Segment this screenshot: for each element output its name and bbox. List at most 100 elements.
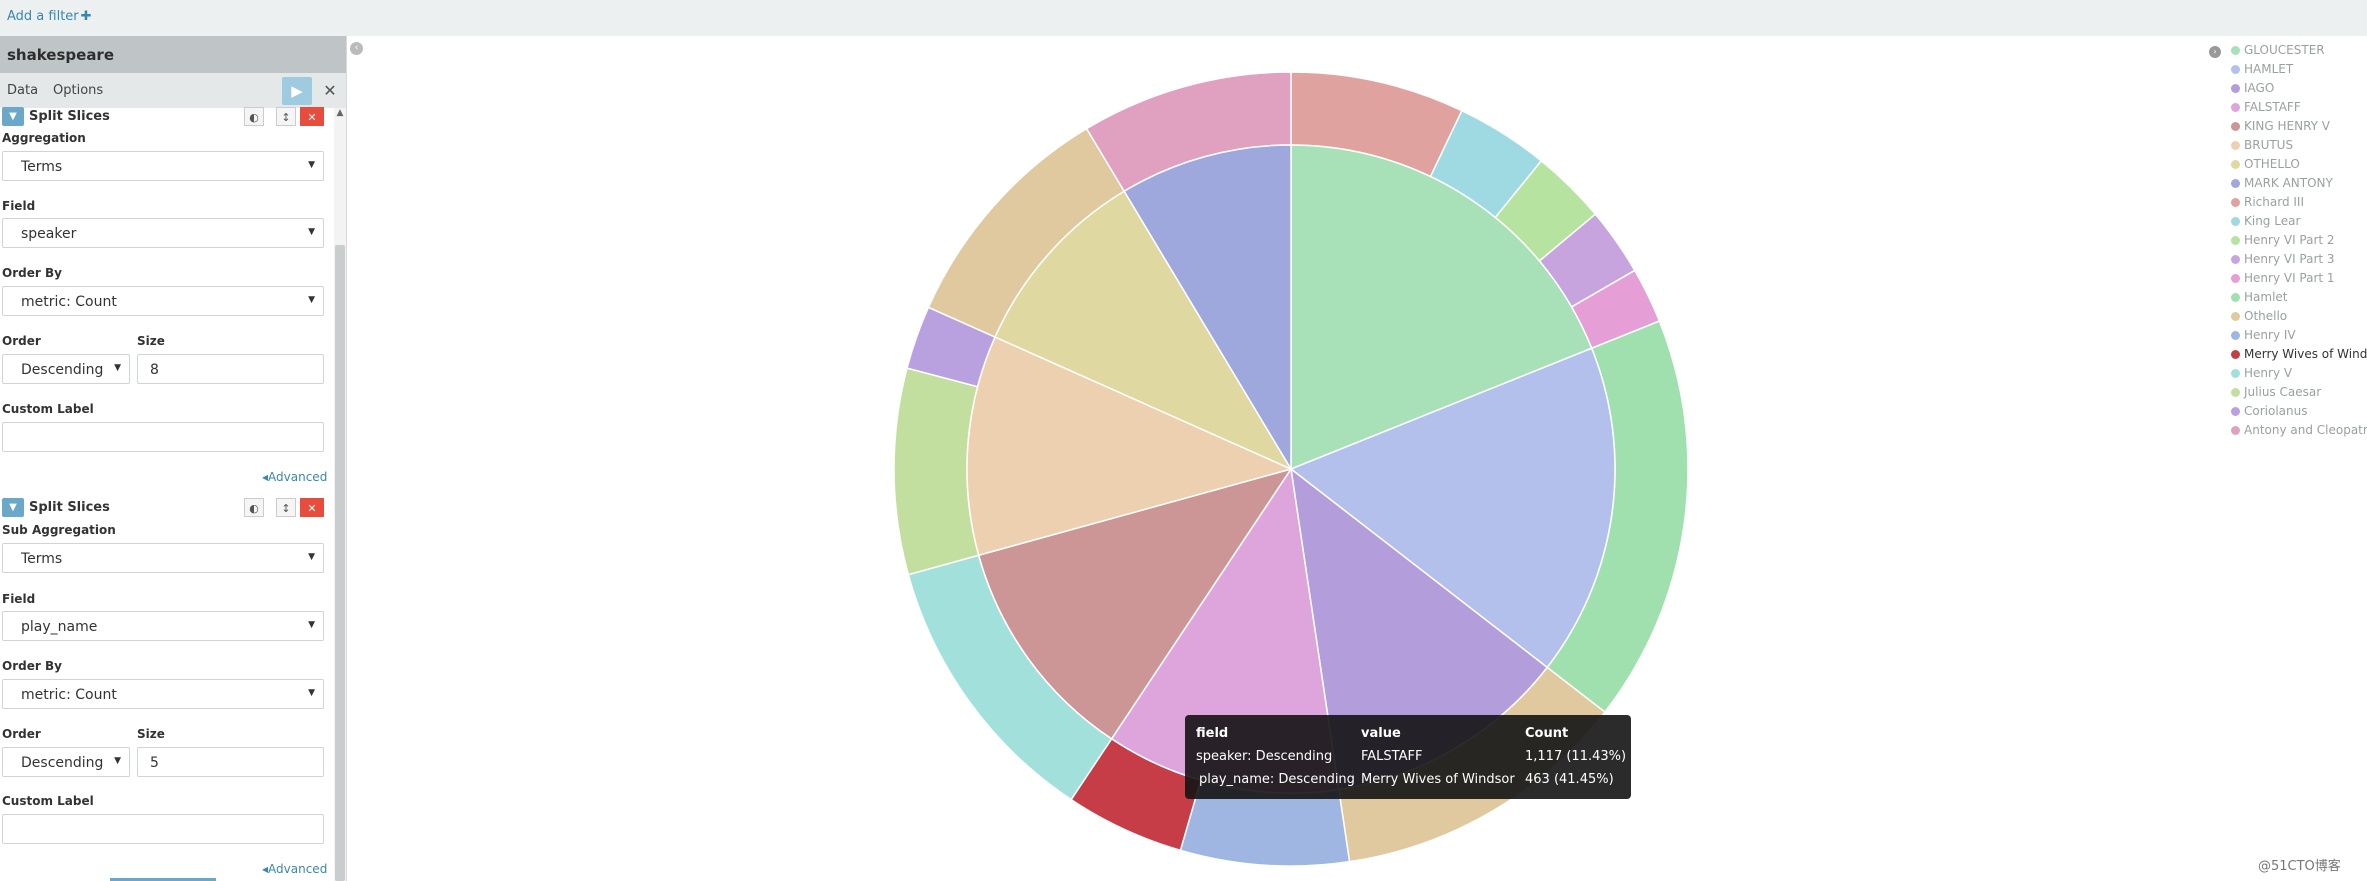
plus-icon: ✚ [80,9,92,24]
collapse-bucket-button[interactable]: ▼ [2,498,24,517]
caret-down-icon: ▼ [308,620,315,630]
add-filter-link[interactable]: Add a filter ✚ [7,9,92,24]
legend-label: HAMLET [2244,62,2294,76]
advanced-toggle-link[interactable]: ◂Advanced [262,862,327,876]
order-value: Descending [21,755,104,771]
tooltip-row1-count: 1,117 (11.43%) [1525,749,1627,764]
sub-aggregation-select[interactable]: Terms ▼ [2,543,324,573]
close-icon: ✕ [307,111,317,124]
legend-item[interactable]: IAGO [2231,81,2274,99]
scroll-up-icon[interactable]: ▲ [336,108,344,118]
inner-slice[interactable] [977,467,1293,740]
legend-item[interactable]: Antony and Cleopatra [2231,423,2367,441]
bucket-label: Split Slices [29,500,110,515]
tooltip-header-field: field [1196,726,1229,741]
legend-item[interactable]: Coriolanus [2231,404,2307,422]
legend-dot-icon [2231,312,2240,321]
sub-aggregation-label: Sub Aggregation [2,523,116,537]
legend-item[interactable]: GLOUCESTER [2231,43,2325,61]
inner-slice[interactable] [1289,347,1616,669]
legend-dot-icon [2231,122,2240,131]
inner-slice[interactable] [1123,144,1292,472]
size-input[interactable]: 8 [137,354,324,384]
field-select[interactable]: play_name ▼ [2,611,324,641]
legend-label: Henry VI Part 1 [2244,271,2335,285]
close-icon: ✕ [323,81,337,100]
custom-label-input[interactable] [2,814,324,844]
outer-slice[interactable] [893,367,980,576]
caret-down-icon: ▼ [114,756,121,766]
order-by-select[interactable]: metric: Count ▼ [2,286,324,316]
legend-item[interactable]: King Lear [2231,214,2300,232]
toggle-bucket-button[interactable]: ◐ [244,107,264,126]
caret-down-icon: ▼ [308,688,315,698]
order-by-label: Order By [2,659,62,673]
legend-dot-icon [2231,274,2240,283]
size-label: Size [137,727,165,741]
legend-label: Henry V [2244,366,2293,380]
inner-slice[interactable] [966,336,1294,557]
tooltip-row2-count: 463 (41.45%) [1525,772,1614,787]
move-bucket-handle[interactable]: ↕ [276,498,296,517]
legend-item[interactable]: FALSTAFF [2231,100,2301,118]
apply-changes-button[interactable]: ▶ [282,77,312,105]
chevron-down-icon: ▼ [9,111,17,122]
order-select[interactable]: Descending ▼ [2,354,130,384]
order-select[interactable]: Descending ▼ [2,747,130,777]
toggle-bucket-button[interactable]: ◐ [244,498,264,517]
inner-slice[interactable] [994,190,1293,471]
legend-item[interactable]: Merry Wives of Wind... [2231,347,2367,365]
legend-item[interactable]: Henry IV [2231,328,2296,346]
legend-item[interactable]: Henry VI Part 3 [2231,252,2335,270]
order-by-select[interactable]: metric: Count ▼ [2,679,324,709]
legend-label: IAGO [2244,81,2275,95]
collapse-sidebar-icon[interactable]: ‹ [350,42,363,55]
field-value: play_name [21,619,98,635]
caret-left-icon: ◂ [262,470,269,484]
aggregation-select[interactable]: Terms ▼ [2,151,324,181]
remove-bucket-button[interactable]: ✕ [300,107,324,126]
legend-item[interactable]: Henry VI Part 2 [2231,233,2335,251]
sidebar-scrollbar[interactable]: ▲ [334,108,346,881]
toggle-icon: ◐ [249,111,259,124]
legend-item[interactable]: MARK ANTONY [2231,176,2333,194]
legend-dot-icon [2231,236,2240,245]
legend-item[interactable]: Hamlet [2231,290,2288,308]
advanced-toggle-link[interactable]: ◂Advanced [262,470,327,484]
discard-changes-button[interactable]: ✕ [320,79,340,103]
legend-dot-icon [2231,160,2240,169]
size-input[interactable]: 5 [137,747,324,777]
add-sub-buckets-button-edge[interactable] [110,878,216,881]
caret-down-icon: ▼ [308,160,315,170]
legend-item[interactable]: OTHELLO [2231,157,2300,175]
field-select[interactable]: speaker ▼ [2,218,324,248]
legend-item[interactable]: KING HENRY V [2231,119,2330,137]
legend-item[interactable]: BRUTUS [2231,138,2293,156]
caret-left-icon: ◂ [262,862,269,876]
custom-label-input[interactable] [2,422,324,452]
legend-toggle-icon[interactable]: › [2209,46,2221,58]
size-value: 8 [150,362,159,378]
legend-label: Merry Wives of Wind... [2244,347,2367,361]
legend-item[interactable]: Henry VI Part 1 [2231,271,2335,289]
caret-down-icon: ▼ [308,295,315,305]
order-label: Order [2,334,41,348]
collapse-bucket-button[interactable]: ▼ [2,107,24,126]
remove-bucket-button[interactable]: ✕ [300,498,324,517]
legend-label: Richard III [2244,195,2304,209]
inner-slice[interactable] [1290,144,1593,471]
legend-item[interactable]: Richard III [2231,195,2304,213]
legend-item[interactable]: Henry V [2231,366,2292,384]
move-bucket-handle[interactable]: ↕ [276,107,296,126]
legend-dot-icon [2231,426,2240,435]
scrollbar-thumb[interactable] [335,245,345,881]
legend-item[interactable]: HAMLET [2231,62,2293,80]
tooltip-header-count: Count [1525,726,1569,741]
legend-item[interactable]: Julius Caesar [2231,385,2321,403]
order-by-value: metric: Count [21,294,117,310]
custom-label-label: Custom Label [2,794,94,808]
tab-options[interactable]: Options [53,83,104,98]
tab-data[interactable]: Data [7,83,39,98]
legend-label: Antony and Cleopatra [2244,423,2367,437]
legend-item[interactable]: Othello [2231,309,2287,327]
